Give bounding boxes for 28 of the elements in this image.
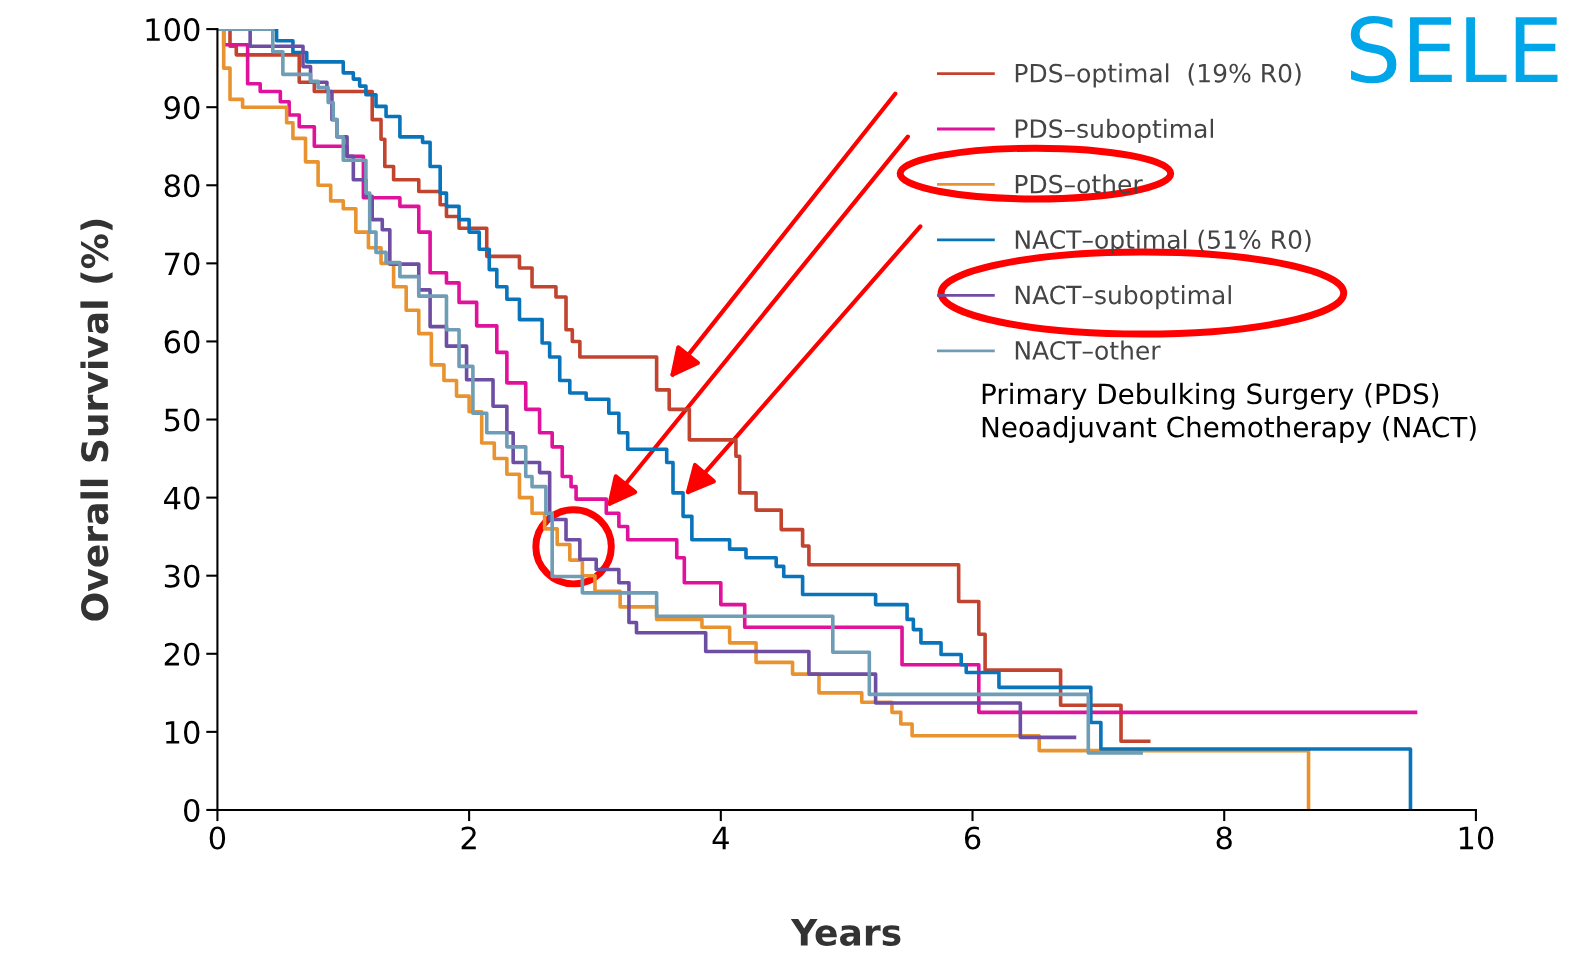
legend-label: NACT–suboptimal [1015,285,1231,310]
y-tick-label: 70 [165,252,200,276]
y-axis-title: Overall Survival (%) [80,219,113,621]
y-tick-label: 20 [164,642,200,666]
annotation: Primary Debulking Surgery (PDS) [982,382,1439,410]
x-tick-label: 2 [461,826,476,850]
y-tick-label: 50 [164,408,200,432]
legend-label: NACT–other [1015,340,1161,360]
y-tick-label: 10 [165,720,200,744]
annotation: Neoadjuvant Chemotherapy (NACT) [982,416,1476,443]
y-tick-label: 0 [184,798,200,822]
x-tick-label: 8 [1216,826,1232,850]
x-tick-label: 4 [712,826,729,850]
legend-label: NACT–optimal (51% R0) [1015,229,1311,254]
y-tick-label: 80 [164,174,200,198]
y-tick-label: 90 [164,96,200,120]
legend-label: PDS–suboptimal [1015,118,1213,143]
x-tick-label: 0 [209,826,226,850]
x-tick-label: 6 [964,826,981,850]
legend-label: PDS–optimal (19% R0) [1015,63,1301,88]
x-axis-title: Years [790,919,901,946]
legend-label: PDS–other [1015,174,1143,194]
y-tick-label: 40 [164,486,200,510]
annotation: SELE [1350,16,1558,84]
y-tick-label: 60 [164,330,200,354]
y-tick-label: 100 [146,18,200,42]
y-tick-label: 30 [164,564,200,588]
x-tick-label: 10 [1459,826,1494,850]
